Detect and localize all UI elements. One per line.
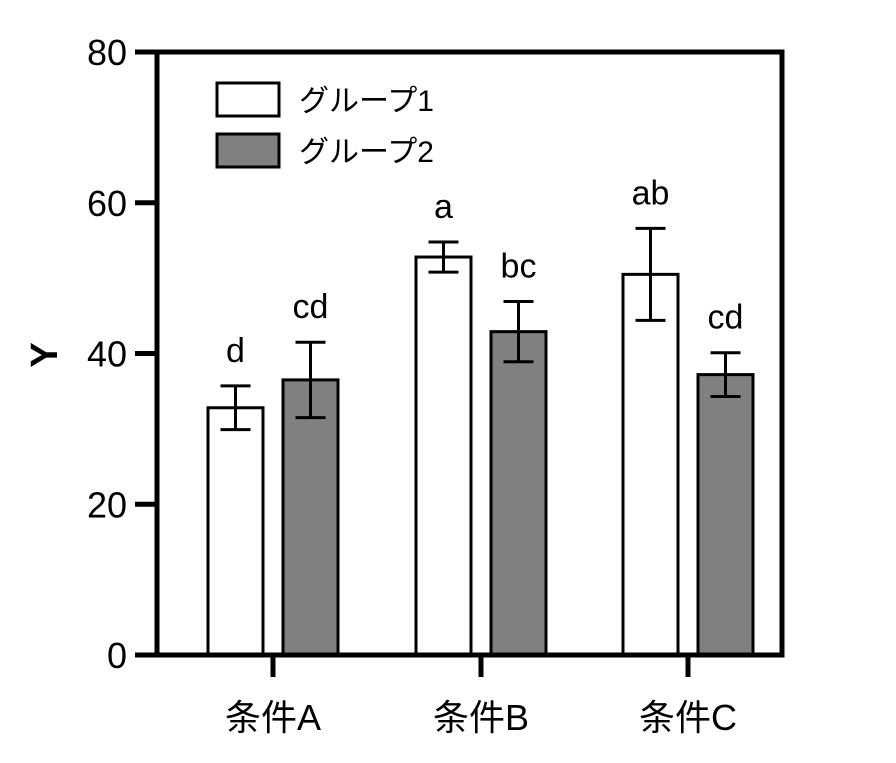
bar-2-3: [696, 373, 755, 657]
legend-label-2: グループ2: [299, 136, 434, 169]
significance-label: cd: [708, 299, 744, 337]
x-category-label: 条件A: [225, 697, 321, 738]
x-category-label: 条件C: [639, 697, 737, 738]
bar-1-3: [621, 272, 680, 657]
y-tick-label: 0: [107, 635, 127, 676]
legend-swatch-1: [215, 81, 281, 118]
bar-2-1: [281, 378, 340, 657]
bar-1-2: [414, 255, 473, 657]
bar-2-2: [489, 330, 548, 657]
significance-label: a: [434, 188, 453, 226]
x-category-label: 条件B: [433, 697, 529, 738]
y-tick-label: 40: [87, 334, 127, 375]
significance-label: ab: [632, 174, 670, 212]
plot-area: 0 20 40 60 80 d a ab cd bc cd 条件A 条件B 条件C グループ1 グループ2: [87, 32, 785, 738]
y-axis-title: Y: [24, 342, 66, 367]
bar-1-1: [206, 406, 265, 657]
significance-label: d: [226, 332, 245, 370]
legend-label-1: グループ1: [299, 85, 434, 118]
y-tick-label: 80: [87, 32, 127, 73]
y-tick-label: 60: [87, 183, 127, 224]
y-tick-label: 20: [87, 484, 127, 525]
legend-swatch-2: [215, 132, 281, 169]
significance-label: cd: [293, 288, 329, 326]
significance-label: bc: [501, 247, 537, 285]
